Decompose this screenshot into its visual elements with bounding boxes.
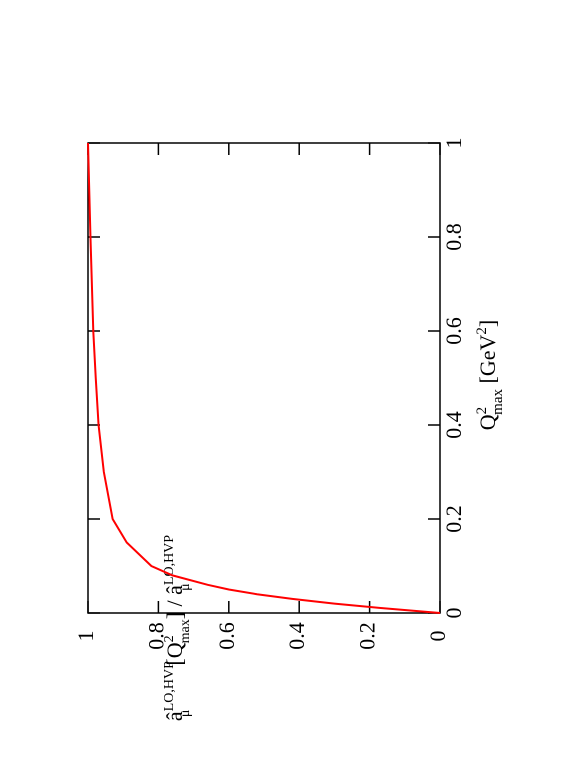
x-tick-label: 0 <box>441 608 466 619</box>
y-label-part: 2 <box>162 635 177 642</box>
y-label-part: max <box>178 619 193 643</box>
y-label-part: μ <box>178 710 193 718</box>
line <box>87 142 441 614</box>
y-tick-label: 0.6 <box>214 622 239 650</box>
y-tick-label: 0.8 <box>143 622 168 650</box>
x-label-part: ] <box>475 320 500 327</box>
x-label-part: max <box>490 388 506 414</box>
plot-frame <box>87 142 441 614</box>
y-label-part: LO,HVP <box>162 661 177 711</box>
x-label-part: Q <box>475 414 500 430</box>
x-tick-label: 0.2 <box>441 505 466 533</box>
y-tick-label: 0.2 <box>355 622 380 650</box>
x-axis-label: Q2max [GeV2] <box>474 320 506 430</box>
y-label-part: â <box>162 711 187 721</box>
y-tick-label: 1 <box>73 631 98 642</box>
y-label-part: μ <box>178 583 193 591</box>
x-tick-label: 1 <box>441 138 466 149</box>
x-label-part: [GeV <box>475 335 500 389</box>
x-label-part: 2 <box>474 407 490 415</box>
x-tick-label: 0.8 <box>441 223 466 251</box>
y-label-part: LO,HVP <box>162 535 177 585</box>
x-label-part: 2 <box>474 327 490 335</box>
y-tick-label: 0.4 <box>284 622 309 650</box>
y-tick-label: 0 <box>425 631 450 642</box>
x-tick-label: 0.6 <box>441 317 466 345</box>
y-label-part: [Q <box>162 642 187 665</box>
y-label-part: ] / â <box>162 585 187 619</box>
x-tick-label: 0.4 <box>441 411 466 439</box>
